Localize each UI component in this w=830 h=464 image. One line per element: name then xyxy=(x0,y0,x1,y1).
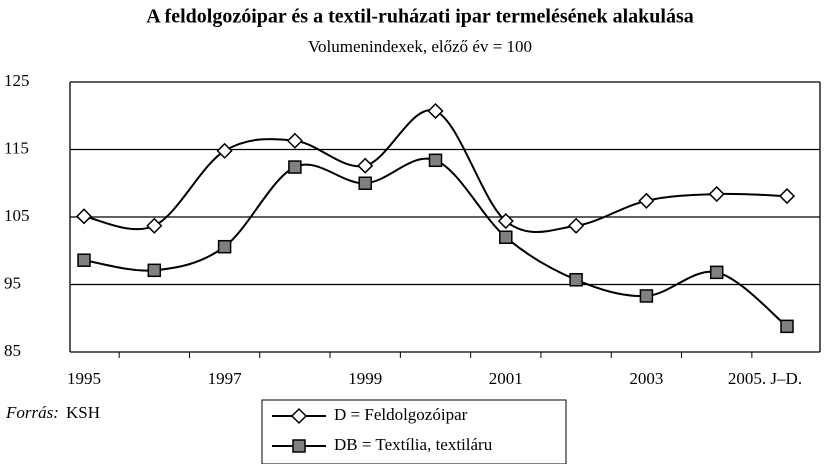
data-point xyxy=(497,212,514,230)
source: KSH xyxy=(66,403,100,422)
data-point xyxy=(286,132,303,149)
source-label: Forrás: xyxy=(5,403,59,422)
data-point xyxy=(427,102,444,120)
data-point xyxy=(568,217,585,234)
data-point xyxy=(147,263,162,278)
chart-subtitle: Volumenindexek, előző év = 100 xyxy=(308,37,532,56)
data-point xyxy=(780,319,794,334)
data-point xyxy=(146,217,163,234)
data-point xyxy=(217,239,232,254)
data-point xyxy=(288,160,302,174)
data-point xyxy=(569,273,583,287)
data-point xyxy=(778,188,796,205)
x-tick-label: 2001 xyxy=(489,369,523,388)
series-line xyxy=(83,109,788,233)
x-tick-label: 1999 xyxy=(348,369,382,388)
y-tick-label: 105 xyxy=(4,206,30,225)
data-point xyxy=(358,176,372,190)
y-tick-label: 95 xyxy=(4,273,21,292)
data-point xyxy=(216,142,233,159)
data-point xyxy=(357,157,374,174)
legend-marker xyxy=(292,439,306,453)
legend-box xyxy=(261,399,567,464)
data-point xyxy=(75,208,93,225)
data-point xyxy=(709,265,724,280)
data-point xyxy=(499,230,513,244)
x-tick-label: 1997 xyxy=(208,369,243,388)
series-line xyxy=(83,157,788,328)
x-tick-label: 2003 xyxy=(629,369,663,388)
data-point xyxy=(708,185,725,203)
x-tick-label: 1995 xyxy=(67,369,101,388)
data-point xyxy=(77,253,91,267)
y-tick-label: 85 xyxy=(4,341,21,360)
y-tick-label: 125 xyxy=(4,71,30,90)
data-point xyxy=(428,153,443,168)
legend-label: D = Feldolgozóipar xyxy=(334,405,468,424)
legend-label: DB = Textília, textiláru xyxy=(334,435,493,454)
data-point xyxy=(639,289,654,303)
chart-title: A feldolgozóipar és a textil-ruházati ip… xyxy=(146,6,694,28)
legend-marker xyxy=(290,407,308,425)
y-tick-label: 115 xyxy=(4,138,29,157)
x-tick-label: 2005. J–D. xyxy=(728,369,802,388)
data-point xyxy=(638,192,655,209)
